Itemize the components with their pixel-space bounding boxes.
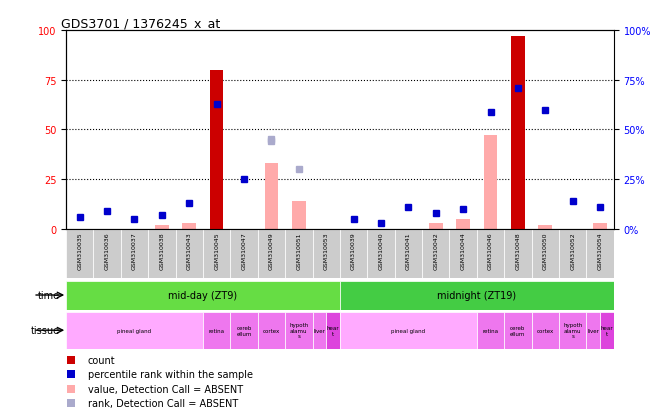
- Text: GSM310045: GSM310045: [214, 232, 219, 269]
- Text: cortex: cortex: [263, 328, 280, 333]
- Bar: [203, 229, 230, 279]
- Bar: [340, 229, 367, 279]
- Bar: [66, 312, 203, 349]
- Bar: [66, 229, 94, 279]
- Bar: [285, 312, 313, 349]
- Text: pineal gland: pineal gland: [117, 328, 152, 333]
- Text: GSM310050: GSM310050: [543, 232, 548, 269]
- Bar: [340, 281, 614, 310]
- Bar: [539, 225, 552, 229]
- Text: hear
t: hear t: [601, 325, 613, 336]
- Text: mid-day (ZT9): mid-day (ZT9): [168, 290, 238, 300]
- Text: GSM310040: GSM310040: [378, 232, 383, 269]
- Text: GSM310054: GSM310054: [597, 232, 603, 269]
- Text: GSM310044: GSM310044: [461, 232, 466, 269]
- Bar: [477, 312, 504, 349]
- Text: GSM310037: GSM310037: [132, 232, 137, 269]
- Bar: [422, 229, 449, 279]
- Bar: [477, 229, 504, 279]
- Bar: [326, 312, 340, 349]
- Text: pineal gland: pineal gland: [391, 328, 426, 333]
- Bar: [148, 229, 176, 279]
- Text: liver: liver: [587, 328, 599, 333]
- Text: GSM310049: GSM310049: [269, 232, 274, 269]
- Bar: [532, 312, 559, 349]
- Text: GSM310047: GSM310047: [242, 232, 247, 269]
- Bar: [600, 312, 614, 349]
- Bar: [155, 225, 169, 229]
- Text: GSM310053: GSM310053: [323, 232, 329, 269]
- Bar: [395, 229, 422, 279]
- Text: GSM310046: GSM310046: [488, 232, 493, 269]
- Bar: [429, 223, 443, 229]
- Text: cortex: cortex: [537, 328, 554, 333]
- Bar: [292, 202, 306, 229]
- Bar: [340, 312, 477, 349]
- Bar: [257, 229, 285, 279]
- Bar: [182, 223, 196, 229]
- Bar: [449, 229, 477, 279]
- Bar: [265, 164, 279, 229]
- Text: midnight (ZT19): midnight (ZT19): [438, 290, 516, 300]
- Bar: [511, 37, 525, 229]
- Bar: [367, 229, 395, 279]
- Bar: [456, 219, 470, 229]
- Bar: [257, 312, 285, 349]
- Text: cereb
ellum: cereb ellum: [236, 325, 251, 336]
- Text: rank, Detection Call = ABSENT: rank, Detection Call = ABSENT: [88, 398, 238, 408]
- Bar: [203, 312, 230, 349]
- Bar: [504, 229, 532, 279]
- Bar: [587, 229, 614, 279]
- Text: cereb
ellum: cereb ellum: [510, 325, 525, 336]
- Text: retina: retina: [209, 328, 224, 333]
- Text: GSM310041: GSM310041: [406, 232, 411, 269]
- Text: hypoth
alamu
s: hypoth alamu s: [563, 322, 582, 339]
- Bar: [532, 229, 559, 279]
- Text: GSM310052: GSM310052: [570, 232, 576, 269]
- Text: percentile rank within the sample: percentile rank within the sample: [88, 369, 253, 379]
- Text: tissue: tissue: [30, 325, 59, 335]
- Bar: [504, 312, 532, 349]
- Bar: [559, 229, 587, 279]
- Bar: [210, 214, 224, 229]
- Text: liver: liver: [314, 328, 325, 333]
- Bar: [230, 229, 257, 279]
- Text: count: count: [88, 355, 115, 365]
- Bar: [559, 312, 587, 349]
- Bar: [587, 312, 600, 349]
- Bar: [313, 312, 326, 349]
- Bar: [593, 223, 607, 229]
- Text: GSM310035: GSM310035: [77, 232, 82, 269]
- Text: value, Detection Call = ABSENT: value, Detection Call = ABSENT: [88, 384, 243, 394]
- Text: hear
t: hear t: [327, 325, 339, 336]
- Text: GDS3701 / 1376245_x_at: GDS3701 / 1376245_x_at: [61, 17, 220, 30]
- Bar: [176, 229, 203, 279]
- Bar: [484, 136, 498, 229]
- Text: GSM310036: GSM310036: [104, 232, 110, 269]
- Text: GSM310048: GSM310048: [515, 232, 521, 269]
- Bar: [313, 229, 340, 279]
- Text: retina: retina: [482, 328, 498, 333]
- Text: hypoth
alamu
s: hypoth alamu s: [289, 322, 308, 339]
- Bar: [210, 71, 224, 229]
- Text: GSM310043: GSM310043: [187, 232, 192, 269]
- Text: GSM310039: GSM310039: [351, 232, 356, 269]
- Bar: [121, 229, 148, 279]
- Bar: [66, 281, 340, 310]
- Bar: [285, 229, 313, 279]
- Bar: [94, 229, 121, 279]
- Text: time: time: [37, 290, 59, 300]
- Bar: [230, 312, 257, 349]
- Text: GSM310038: GSM310038: [159, 232, 164, 269]
- Text: GSM310042: GSM310042: [433, 232, 438, 269]
- Text: GSM310051: GSM310051: [296, 232, 302, 269]
